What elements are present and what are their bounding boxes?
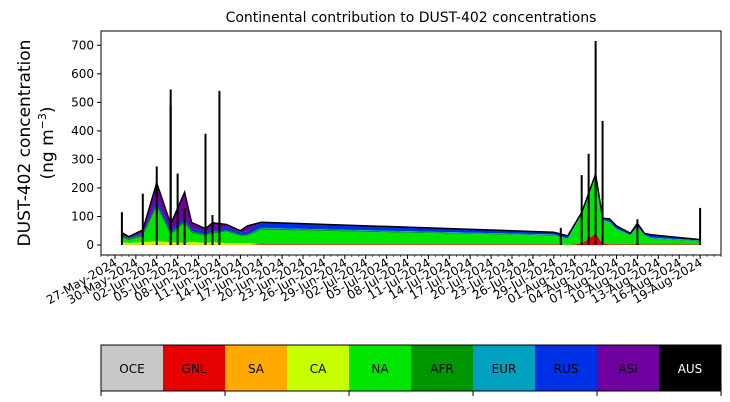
y-axis-label-line1: DUST-402 concentration: [15, 40, 35, 247]
stacked-areas: [121, 173, 701, 245]
y-tick-label-100: 100: [71, 209, 94, 223]
legend-swatch-afr: [411, 345, 473, 391]
y-tick-label-400: 400: [71, 124, 94, 138]
y-tick-label-0: 0: [86, 238, 94, 252]
legend-swatch-gnl: [163, 345, 225, 391]
legend-label-asi: ASI: [618, 362, 637, 376]
legend-swatch-sa: [225, 345, 287, 391]
legend-label-rus: RUS: [554, 362, 579, 376]
legend-swatch-aus: [659, 345, 721, 391]
legend-label-aus: AUS: [678, 362, 703, 376]
legend-swatch-oce: [101, 345, 163, 391]
area-ca: [121, 233, 701, 245]
legend-label-ca: CA: [310, 362, 327, 376]
y-tick-label-500: 500: [71, 95, 94, 109]
y-tick-label-600: 600: [71, 67, 94, 81]
legend-label-eur: EUR: [492, 362, 517, 376]
legend-label-gnl: GNL: [182, 362, 207, 376]
x-ticks: 27-May-202430-May-202402-Jun-202405-Jun-…: [44, 255, 722, 307]
legend: OCE GNL SA CA NA AFR EUR RUS ASI AUS: [100, 344, 722, 396]
y-tick-label-300: 300: [71, 152, 94, 166]
legend-frame: [100, 344, 722, 392]
legend-label-oce: OCE: [119, 362, 144, 376]
y-axis-label: DUST-402 concentration (ng m−3): [15, 40, 58, 247]
legend-label-na: NA: [371, 362, 389, 376]
y-tick-label-200: 200: [71, 181, 94, 195]
area-na: [121, 176, 701, 245]
spike-lines: [120, 40, 702, 246]
chart-title: Continental contribution to DUST-402 con…: [226, 10, 597, 26]
legend-label-sa: SA: [248, 362, 265, 376]
legend-label-afr: AFR: [430, 362, 453, 376]
plot-frame: [100, 30, 722, 256]
legend-swatch-ca: [287, 345, 349, 391]
legend-swatch-eur: [473, 345, 535, 391]
y-axis-label-line2: (ng m−3): [36, 106, 58, 179]
legend-swatch-na: [349, 345, 411, 391]
legend-swatch-rus: [535, 345, 597, 391]
area-rus: [121, 174, 701, 241]
legend-swatch-asi: [597, 345, 659, 391]
y-tick-label-700: 700: [71, 38, 94, 52]
y-ticks: 0 100 200 300 400 500 600 700: [71, 38, 101, 252]
